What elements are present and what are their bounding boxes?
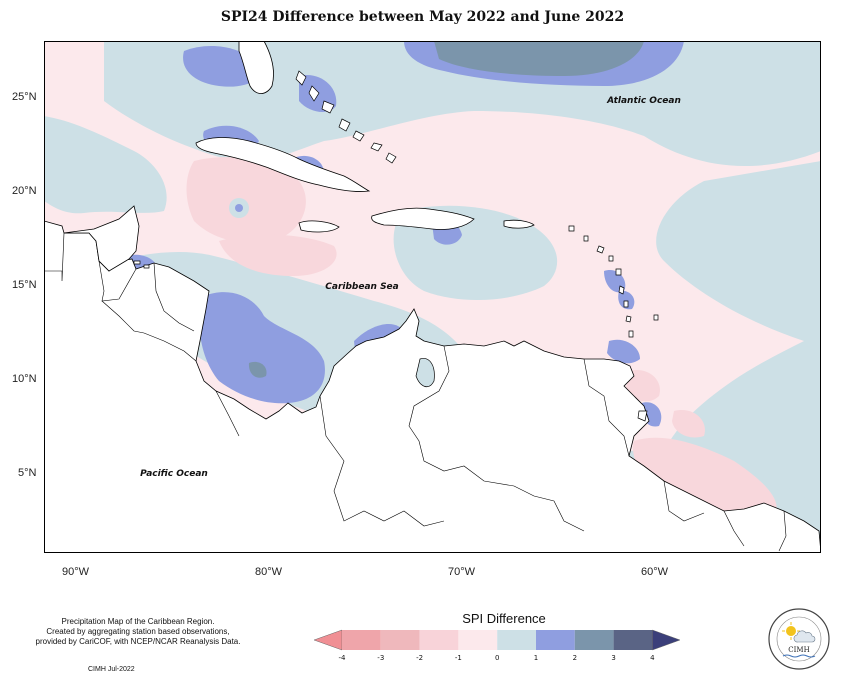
lon-tick-60w: 60°W <box>641 566 669 578</box>
legend-bin-6 <box>536 630 575 650</box>
pink-patch-west <box>186 157 306 243</box>
legend-bin-1 <box>342 630 381 650</box>
legend-colorbar: -4 -3 -2 -1 0 1 2 3 4 <box>313 629 681 662</box>
legend-title: SPI Difference <box>462 611 546 626</box>
land-cuba <box>195 137 371 192</box>
bay-islands <box>133 260 150 269</box>
label-caribbean-sea: Caribbean Sea <box>325 282 398 292</box>
legend-bin-4 <box>458 630 498 650</box>
lesser-antilles <box>568 225 659 422</box>
label-atlantic-ocean: Atlantic Ocean <box>606 96 681 106</box>
label-pacific-ocean: Pacific Ocean <box>140 469 208 479</box>
legend-tick: -1 <box>455 654 462 662</box>
land-puerto-rico <box>503 219 535 229</box>
legend-tick: 3 <box>611 654 615 662</box>
legend-tick: -2 <box>416 654 423 662</box>
legend-bin-3 <box>419 630 459 650</box>
logo-text: CIMH <box>788 646 809 654</box>
lat-tick-20n: 20°N <box>12 185 37 197</box>
blue-patch-central-america <box>199 292 325 404</box>
map-title: SPI24 Difference between May 2022 and Ju… <box>220 9 625 25</box>
legend-tick: -3 <box>377 654 384 662</box>
country-borders <box>44 232 787 552</box>
legend-tick: 0 <box>495 654 499 662</box>
cloud-icon <box>793 630 816 643</box>
pink-patch-east <box>626 370 660 402</box>
legend-tick: 2 <box>573 654 577 662</box>
legend-tick: -4 <box>339 654 347 662</box>
land-lake-maracaibo <box>415 358 435 388</box>
legend-bin-5 <box>497 630 536 650</box>
slate-patch-atlantic <box>434 41 644 76</box>
legend-bin-8 <box>613 630 653 650</box>
land-florida <box>238 41 274 94</box>
land-yucatan <box>63 205 140 272</box>
description-line-1: Precipitation Map of the Caribbean Regio… <box>61 617 215 626</box>
lat-tick-15n: 15°N <box>12 279 37 291</box>
land-central-america <box>44 220 821 553</box>
blue-patch-barbados <box>618 290 635 310</box>
pink-patch-guianas <box>633 437 777 518</box>
spi-difference-map: Atlantic Ocean Caribbean Sea Pacific Oce… <box>44 41 821 553</box>
lat-tick-10n: 10°N <box>12 373 37 385</box>
legend-arrow-right <box>652 629 681 651</box>
blue-zone-gulf <box>44 116 167 214</box>
land-jamaica <box>298 220 340 233</box>
lat-tick-5n: 5°N <box>18 467 37 479</box>
lon-tick-90w: 90°W <box>62 566 90 578</box>
description-line-3: provided by CariCOF, with NCEP/NCAR Rean… <box>35 637 241 646</box>
waves-icon <box>782 654 816 658</box>
blue-patch-grenada <box>607 339 640 364</box>
lon-tick-70w: 70°W <box>448 566 476 578</box>
lat-tick-25n: 25°N <box>12 91 37 103</box>
slate-patch-panama <box>248 361 267 378</box>
legend-bin-7 <box>574 630 614 650</box>
lon-tick-80w: 80°W <box>255 566 283 578</box>
legend-tick: 4 <box>650 654 655 662</box>
map-border <box>44 41 821 553</box>
legend-arrow-left <box>313 629 343 651</box>
description-line-2: Created by aggregating station based obs… <box>46 627 230 636</box>
map-description: Precipitation Map of the Caribbean Regio… <box>8 617 268 647</box>
map-panel[interactable]: Atlantic Ocean Caribbean Sea Pacific Oce… <box>44 41 821 553</box>
legend-tick: 1 <box>534 654 538 662</box>
sun-icon <box>786 626 796 636</box>
bahamas-islands <box>295 70 397 164</box>
pink-patch-islands <box>672 410 705 438</box>
cimh-logo: CIMH <box>768 608 830 670</box>
blue-dot-cayman-core <box>235 204 243 212</box>
legend-bin-2 <box>380 630 420 650</box>
land-hispaniola <box>371 207 475 230</box>
credit-date: CIMH Jul-2022 <box>88 666 135 673</box>
pink-patch-jamaica <box>219 234 337 276</box>
